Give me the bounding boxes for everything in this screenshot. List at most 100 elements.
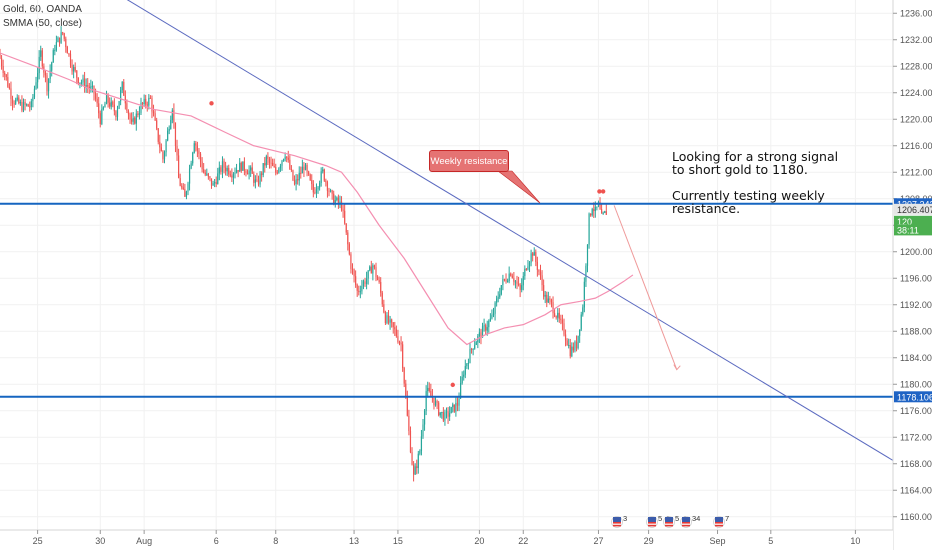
flag-canton (613, 517, 621, 522)
candle-body (488, 321, 490, 328)
candle-body (474, 345, 476, 349)
candle-body (383, 304, 385, 313)
candle-body (355, 276, 357, 285)
candle-body (460, 383, 462, 399)
indicator-label[interactable]: SMMA (50, close) (3, 18, 82, 29)
candle-body (519, 284, 521, 290)
candle-body (522, 276, 524, 286)
candle-body (367, 270, 369, 279)
projection-arrowhead (673, 364, 681, 371)
candle-body (218, 167, 220, 174)
candle-body (121, 81, 123, 91)
candle-body (198, 150, 200, 154)
candle-body (375, 267, 377, 278)
candle-body (162, 151, 164, 160)
candle-body (334, 200, 336, 205)
candle-body (569, 344, 571, 357)
candle-body (174, 122, 177, 146)
x-tick-label: 15 (393, 536, 403, 546)
candle-body (71, 64, 73, 72)
candle-body (226, 167, 228, 172)
candle-body (411, 452, 413, 465)
candle-body (392, 322, 394, 328)
weekly-resistance-callout[interactable]: Weekly resistance (429, 150, 509, 172)
candle-body (320, 171, 322, 183)
annotation-line-1: Looking for a strong signal (672, 149, 839, 164)
candle-body (105, 94, 108, 105)
candle-body (87, 85, 89, 87)
candle-body (203, 169, 205, 173)
flag-stripe (715, 524, 723, 527)
candle-body (427, 387, 429, 392)
candle-body (287, 157, 289, 160)
candle-body (253, 173, 255, 183)
flag-stripe (665, 522, 673, 524)
candle-body (472, 348, 474, 350)
candle-body (212, 183, 214, 186)
smma-line (0, 52, 634, 346)
price-tag (894, 215, 932, 227)
candle-body (384, 312, 386, 324)
candle-body (594, 206, 596, 212)
flag-stripe (613, 522, 621, 524)
candle-body (601, 209, 603, 214)
flag-stripe (682, 522, 690, 524)
grid (0, 0, 893, 530)
candle-body (395, 329, 397, 337)
candle-body (398, 342, 401, 344)
candle-body (433, 397, 435, 406)
trade-idea-annotation[interactable]: Looking for a strong signal to short gol… (672, 150, 838, 215)
candle-body (251, 167, 253, 174)
flag-canton (715, 517, 723, 522)
candle-body (449, 413, 451, 417)
x-tick-label: 25 (33, 536, 43, 546)
candle-body (116, 108, 119, 118)
candle-body (397, 336, 399, 343)
candle-body (328, 190, 330, 192)
candle-body (503, 279, 506, 281)
candle-body (496, 298, 498, 303)
candle-body (163, 152, 166, 160)
candle-body (90, 86, 92, 89)
flag-canton (648, 517, 656, 522)
candle-body (345, 223, 347, 233)
candle-body (73, 67, 75, 72)
drawings[interactable] (0, 0, 894, 461)
candle-body (159, 141, 161, 148)
candle-body (137, 113, 139, 115)
candle-body (276, 172, 278, 174)
candle-body (35, 82, 37, 89)
candle-body (179, 178, 181, 186)
candle-body (29, 106, 31, 108)
time-axis-panel[interactable] (0, 530, 893, 550)
candle-body (359, 291, 361, 293)
candle-body (439, 412, 441, 416)
candle-body (295, 179, 297, 185)
time-axis[interactable]: 25 30 Aug 6 8 13 15 20 22 27 29 Sep 5 10 (33, 530, 861, 546)
candle-body (550, 299, 553, 303)
candle-body (593, 209, 595, 212)
candle-body (170, 120, 172, 129)
candle-body (455, 402, 457, 412)
candle-body (447, 411, 449, 417)
price-axis-panel[interactable] (893, 0, 932, 550)
candle-body (165, 140, 167, 153)
candle-body (267, 156, 269, 160)
candle-body (348, 244, 350, 255)
candle-body (535, 252, 537, 262)
candle-body (254, 179, 256, 183)
candle-body (546, 294, 548, 303)
candle-body (160, 147, 162, 152)
candle-body (528, 262, 531, 267)
candle-body (182, 187, 184, 190)
candle-body (502, 279, 504, 286)
economic-events[interactable]: 35851347 (611, 514, 730, 528)
candle-body (325, 180, 327, 183)
candle-body (452, 404, 454, 408)
candle-body (0, 53, 1, 59)
candle-body (273, 165, 275, 167)
symbol-label[interactable]: Gold, 60, OANDA (3, 4, 82, 15)
price-tag-label: 1206.407 (897, 205, 932, 215)
candle-body (62, 32, 64, 34)
